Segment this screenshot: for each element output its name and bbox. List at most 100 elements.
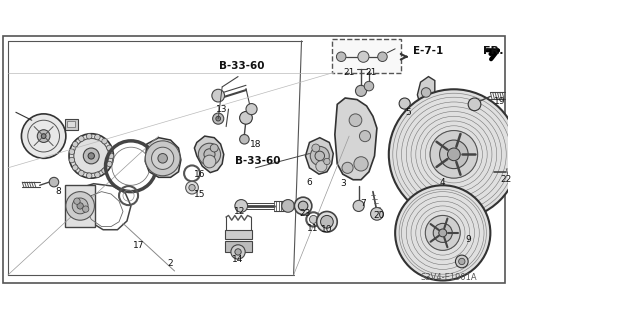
Circle shape <box>433 223 452 242</box>
Text: 2: 2 <box>168 258 173 268</box>
Text: 3: 3 <box>340 179 346 188</box>
FancyBboxPatch shape <box>225 241 252 252</box>
Circle shape <box>198 143 221 166</box>
Text: FR.: FR. <box>483 46 504 56</box>
Circle shape <box>337 52 346 62</box>
Circle shape <box>354 157 368 171</box>
Circle shape <box>349 114 362 127</box>
Circle shape <box>235 249 241 255</box>
Circle shape <box>95 172 100 178</box>
Circle shape <box>235 200 248 212</box>
Circle shape <box>158 153 168 163</box>
Circle shape <box>204 149 215 160</box>
Circle shape <box>395 185 490 280</box>
FancyBboxPatch shape <box>332 39 401 73</box>
Circle shape <box>371 207 383 220</box>
Circle shape <box>212 113 224 124</box>
Text: 18: 18 <box>250 139 261 149</box>
Circle shape <box>355 85 367 96</box>
Circle shape <box>324 158 330 165</box>
Circle shape <box>400 117 410 127</box>
Text: 15: 15 <box>194 190 205 199</box>
Text: 7: 7 <box>360 199 365 208</box>
Circle shape <box>79 170 84 176</box>
Circle shape <box>282 200 294 212</box>
Text: S3V4-E1901A: S3V4-E1901A <box>420 273 477 282</box>
Circle shape <box>102 138 108 144</box>
Text: E-7-1: E-7-1 <box>413 46 444 56</box>
Circle shape <box>358 51 369 62</box>
Circle shape <box>239 112 252 124</box>
Circle shape <box>239 135 249 144</box>
Circle shape <box>66 192 95 220</box>
Circle shape <box>439 229 447 237</box>
Text: 4: 4 <box>440 178 445 187</box>
Polygon shape <box>145 138 181 177</box>
Circle shape <box>364 81 374 91</box>
Circle shape <box>430 130 477 178</box>
Circle shape <box>203 155 216 168</box>
Circle shape <box>21 114 66 158</box>
Circle shape <box>69 149 75 155</box>
Circle shape <box>86 173 92 178</box>
Circle shape <box>72 165 78 170</box>
Text: 5: 5 <box>406 108 412 117</box>
Circle shape <box>49 177 59 187</box>
Circle shape <box>360 130 371 142</box>
Circle shape <box>378 52 387 62</box>
Circle shape <box>95 134 100 140</box>
Text: 14: 14 <box>232 255 244 263</box>
Text: 21: 21 <box>344 68 355 77</box>
Circle shape <box>189 184 195 191</box>
Text: 6: 6 <box>307 178 312 187</box>
Text: 17: 17 <box>133 241 145 250</box>
Text: 9: 9 <box>465 235 471 244</box>
Circle shape <box>107 145 112 151</box>
FancyBboxPatch shape <box>225 230 252 239</box>
Circle shape <box>83 206 89 212</box>
Circle shape <box>315 151 324 161</box>
Circle shape <box>468 98 481 111</box>
Polygon shape <box>417 77 435 108</box>
Circle shape <box>298 201 308 211</box>
Circle shape <box>69 157 75 163</box>
Circle shape <box>108 153 114 159</box>
Circle shape <box>294 197 312 215</box>
Text: 16: 16 <box>194 170 205 179</box>
Circle shape <box>321 215 333 228</box>
Text: 20: 20 <box>374 211 385 220</box>
FancyBboxPatch shape <box>65 119 78 130</box>
Circle shape <box>86 133 92 139</box>
Circle shape <box>88 153 95 159</box>
Circle shape <box>312 144 320 152</box>
Text: 22: 22 <box>500 175 512 184</box>
Text: B-33-60: B-33-60 <box>235 157 280 167</box>
Circle shape <box>211 144 218 152</box>
Circle shape <box>399 98 410 109</box>
Circle shape <box>231 245 245 259</box>
Circle shape <box>72 198 88 214</box>
Circle shape <box>459 258 465 265</box>
Text: 8: 8 <box>55 187 61 196</box>
Circle shape <box>421 88 431 97</box>
Text: B-33-60: B-33-60 <box>220 61 265 71</box>
Circle shape <box>353 200 364 211</box>
Circle shape <box>186 181 198 194</box>
Circle shape <box>77 203 83 209</box>
Circle shape <box>152 147 174 169</box>
Text: 21: 21 <box>365 68 377 77</box>
Text: 19: 19 <box>494 97 506 106</box>
Text: 12: 12 <box>234 207 245 216</box>
Circle shape <box>426 215 460 250</box>
Polygon shape <box>65 185 95 227</box>
Circle shape <box>83 148 99 164</box>
Circle shape <box>246 104 257 115</box>
Circle shape <box>447 148 460 161</box>
Circle shape <box>69 134 113 178</box>
Text: 11: 11 <box>307 224 318 233</box>
Polygon shape <box>335 98 377 180</box>
Circle shape <box>79 136 84 142</box>
Circle shape <box>74 198 80 204</box>
FancyBboxPatch shape <box>67 121 76 127</box>
Text: 10: 10 <box>321 225 333 234</box>
